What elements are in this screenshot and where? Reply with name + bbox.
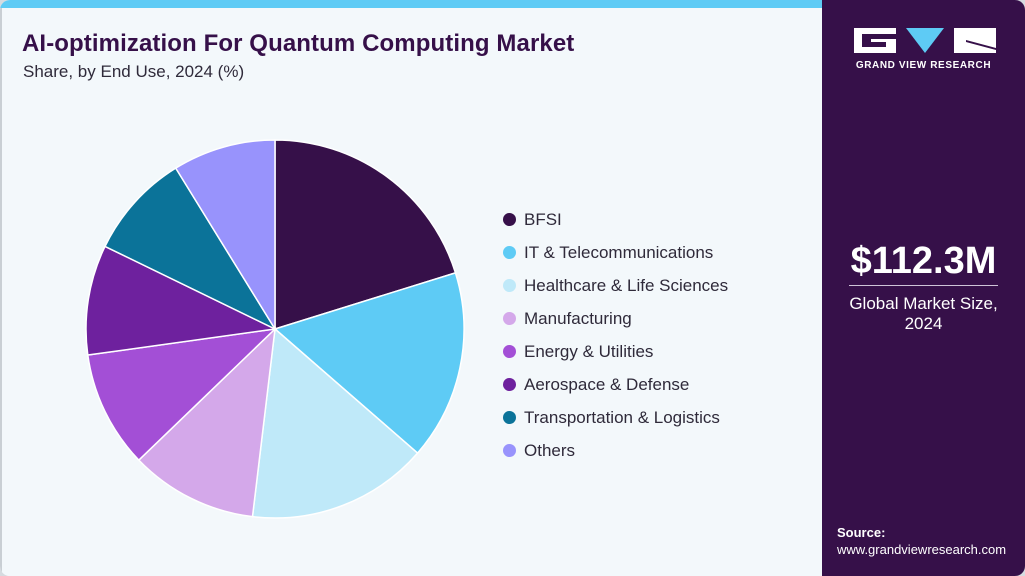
legend-label: BFSI [524, 209, 562, 229]
legend-label: Manufacturing [524, 308, 632, 328]
accent-bar [0, 0, 822, 8]
legend-label: Others [524, 440, 576, 460]
legend-dot-icon [503, 213, 516, 226]
logo-text: GRAND VIEW RESEARCH [855, 60, 992, 71]
chart-title: AI-optimization For Quantum Computing Ma… [22, 30, 575, 57]
divider [849, 285, 998, 286]
chart-subtitle: Share, by End Use, 2024 (%) [23, 62, 245, 81]
source-link[interactable]: www.grandviewresearch.com [837, 542, 1007, 557]
pie-slice-aerospace-defense [85, 245, 278, 356]
legend-label: Aerospace & Defense [524, 374, 690, 394]
pie-slice-bfsi [274, 139, 457, 331]
legend-dot-icon [503, 279, 516, 292]
legend-label: IT & Telecommunications [524, 242, 714, 262]
legend-dot-icon [503, 411, 516, 424]
grand-view-research-logo-icon [854, 28, 996, 53]
legend-dot-icon [503, 312, 516, 325]
market-size-label: Global Market Size, 2024 [822, 294, 1025, 334]
legend-dot-icon [503, 378, 516, 391]
pie-slice-others [174, 139, 276, 332]
chart-legend: BFSI IT & Telecommunications Healthcare & … [503, 203, 728, 467]
legend-label: Healthcare & Life Sciences [524, 275, 729, 295]
pie-slice-healthcare-life-sciences [251, 327, 419, 519]
pie-slice-transportation-logistics [104, 167, 277, 331]
source-label: Source: [837, 525, 886, 540]
legend-label: Transportation & Logistics [524, 407, 720, 427]
market-size-label-line1: Global Market Size, [849, 294, 998, 313]
legend-item: Healthcare & Life Sciences [503, 269, 728, 302]
legend-item: Manufacturing [503, 302, 728, 335]
legend-item: Transportation & Logistics [503, 401, 728, 434]
pie-chart [85, 139, 465, 519]
pie-slice-manufacturing [137, 327, 276, 518]
legend-item: Others [503, 434, 728, 467]
market-size-label-line2: 2024 [904, 314, 943, 333]
legend-dot-icon [503, 246, 516, 259]
pie-slice-it-telecommunications [273, 271, 465, 455]
legend-dot-icon [503, 444, 516, 457]
info-sidebar: GRAND VIEW RESEARCH $112.3M Global Marke… [822, 0, 1025, 576]
legend-item: IT & Telecommunications [503, 236, 728, 269]
legend-dot-icon [503, 345, 516, 358]
legend-item: BFSI [503, 203, 728, 236]
legend-item: Aerospace & Defense [503, 368, 728, 401]
legend-label: Energy & Utilities [524, 341, 654, 361]
market-size-value: $112.3M [850, 240, 997, 282]
legend-item: Energy & Utilities [503, 335, 728, 368]
pie-slice-energy-utilities [86, 327, 278, 462]
